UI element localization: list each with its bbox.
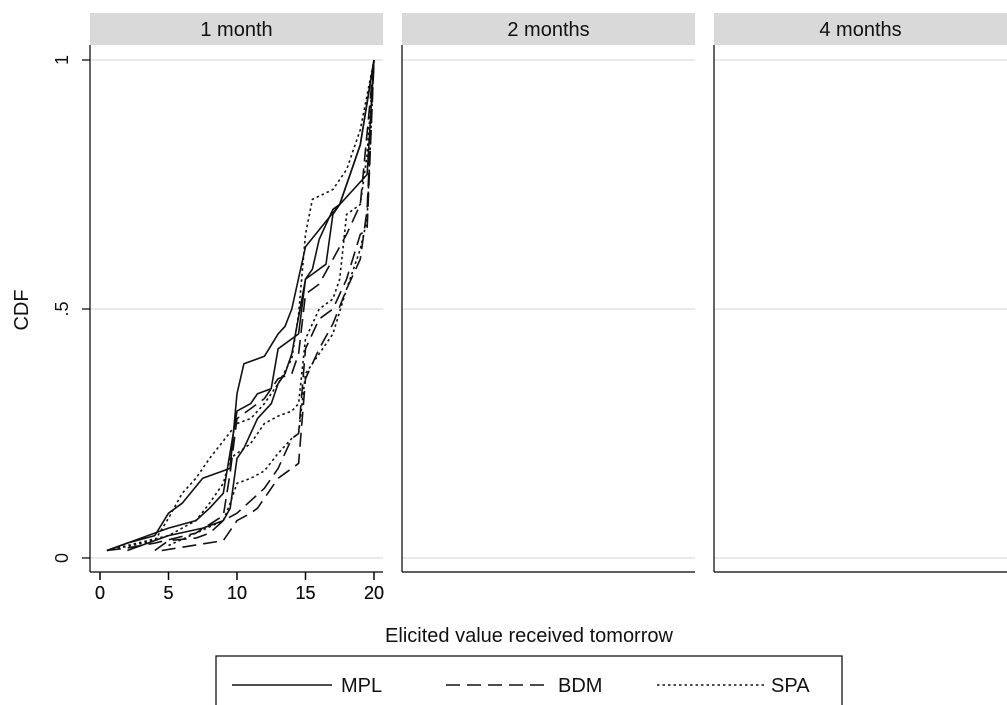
panel-title: 4 months <box>819 19 901 41</box>
y-axis-label: CDF <box>11 289 33 330</box>
x-tick-label: 10 <box>227 583 247 603</box>
series-spa-line <box>106 59 375 552</box>
x-tick-label: 5 <box>163 583 173 603</box>
x-tick-label: 15 <box>295 583 315 603</box>
x-tick-label: 15 <box>295 583 315 603</box>
series-bdm-line <box>154 59 375 552</box>
panel-header <box>714 13 1007 45</box>
series-bdm-line <box>161 59 375 552</box>
legend-label-mpl: MPL <box>341 675 382 697</box>
series-mpl-line <box>106 59 375 552</box>
panel-1: 1 month 0 5 10 15 20 <box>89 13 384 603</box>
x-tick-label: 20 <box>364 583 384 603</box>
series-spa-line <box>168 59 375 547</box>
x-tick-label: 10 <box>227 583 247 603</box>
panel-3: 4 months 0 5 10 15 20 <box>95 13 1007 603</box>
y-axis: 0.51 <box>52 55 90 563</box>
x-tick-label: 5 <box>163 583 173 603</box>
panel-title: 2 months <box>507 19 589 41</box>
panel-title: 1 month <box>200 19 272 41</box>
series-spa-line <box>106 59 375 552</box>
x-tick-label: 15 <box>295 583 315 603</box>
series-bdm-line <box>106 59 375 552</box>
legend-label-spa: SPA <box>771 675 810 697</box>
x-tick-label: 5 <box>163 583 173 603</box>
x-tick-label: 0 <box>95 583 105 603</box>
panel-header <box>402 13 695 45</box>
panel-header <box>90 13 383 45</box>
panel-2: 2 months 0 5 10 15 20 <box>95 13 695 603</box>
legend-box <box>215 655 843 705</box>
y-tick-label: 0 <box>52 553 72 563</box>
x-tick-label: 20 <box>364 583 384 603</box>
x-tick-label: 0 <box>95 583 105 603</box>
legend: MPL BDM SPA <box>215 655 843 705</box>
series-mpl-line <box>127 59 375 552</box>
x-axis-label: Elicited value received tomorrow <box>385 625 673 647</box>
y-tick-label: 1 <box>52 55 72 65</box>
x-tick-label: 0 <box>95 583 105 603</box>
y-tick-label: .5 <box>52 301 72 316</box>
x-tick-label: 20 <box>364 583 384 603</box>
x-tick-label: 10 <box>227 583 247 603</box>
legend-label-bdm: BDM <box>558 675 602 697</box>
